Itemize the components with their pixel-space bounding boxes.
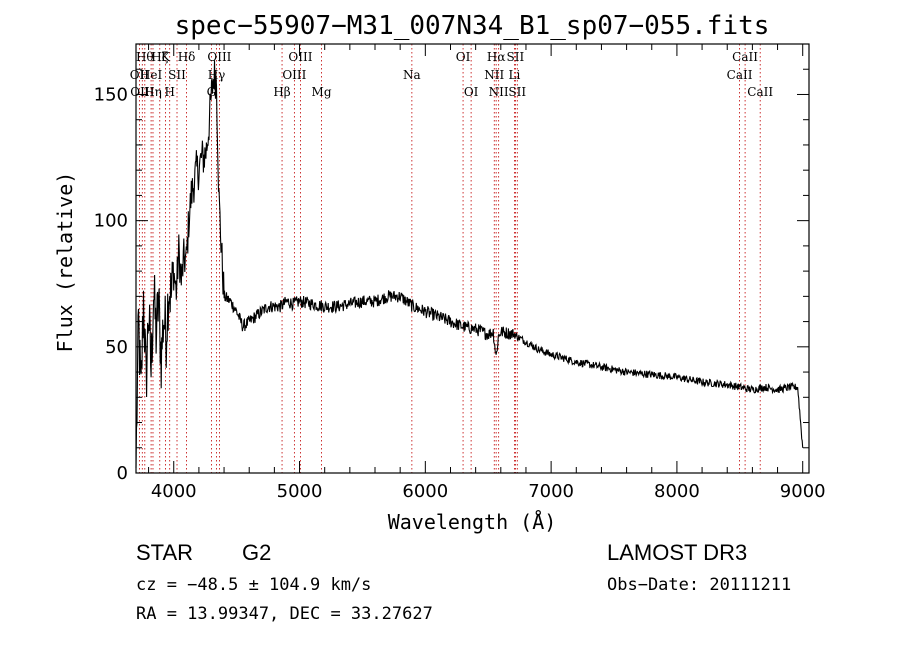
spectral-line-label: OIII: [207, 50, 231, 64]
spectral-line-label: Hδ: [178, 50, 196, 64]
spectral-line-label: NII: [489, 85, 509, 99]
observation-date: Obs−Date: 20111211: [607, 575, 791, 595]
spectral-line-label: SII: [507, 50, 525, 64]
spectral-line-label: OI: [464, 85, 479, 99]
y-tick-label: 0: [117, 463, 128, 484]
y-tick-label: 50: [105, 337, 128, 358]
spectral-line-labels: OIIOIIIHθHeIHηHζKHSIIHδGHγOIIIHβOIIIOIII…: [130, 50, 774, 99]
y-axis-label: Flux (relative): [53, 172, 77, 353]
spectral-line-label: Li: [508, 68, 520, 82]
spectral-line-label: Mg: [312, 85, 332, 99]
spectral-line-label: Hζ: [151, 50, 168, 64]
spectral-line-label: Na: [403, 68, 421, 82]
spectral-line-label: CaII: [727, 68, 753, 82]
y-tick-label: 100: [94, 211, 128, 232]
x-tick-label: 6000: [402, 481, 448, 502]
y-tick-label: 150: [94, 84, 128, 105]
survey-name: LAMOST DR3: [607, 540, 747, 565]
redshift-cz: cz = −48.5 ± 104.9 km/s: [136, 575, 371, 595]
plot-frame: [135, 43, 810, 474]
x-axis-ticks: 4000 5000 6000 7000 8000 9000: [148, 44, 826, 502]
x-tick-label: 4000: [151, 481, 197, 502]
x-tick-label: 7000: [528, 481, 574, 502]
object-subclass: G2: [242, 540, 271, 565]
spectrum-series-line: [135, 60, 804, 469]
object-class: STAR: [136, 540, 193, 565]
coordinates-radec: RA = 13.99347, DEC = 33.27627: [136, 604, 433, 624]
spectral-line-label: OII: [130, 68, 150, 82]
y-axis-ticks: 0 50 100 150: [94, 68, 809, 484]
spectral-line-label: OIII: [288, 50, 312, 64]
spectral-line-label: H: [164, 85, 174, 99]
x-axis-label: Wavelength (Å): [388, 510, 557, 534]
spectral-line-label: Hθ: [136, 50, 154, 64]
spectral-line-label: OIII: [282, 68, 306, 82]
chart-title: spec−55907−M31_007N34_B1_sp07−055.fits: [175, 11, 770, 41]
x-tick-label: 8000: [654, 481, 700, 502]
x-tick-label: 5000: [277, 481, 323, 502]
spectral-line-label: Hα: [487, 50, 506, 64]
x-tick-label: 9000: [780, 481, 826, 502]
spectral-line-label: NII: [484, 68, 504, 82]
spectral-line-label: HeI: [140, 68, 163, 82]
spectral-line-label: K: [161, 50, 171, 64]
spectral-line-label: SII: [168, 68, 186, 82]
spectral-line-markers: [138, 44, 761, 473]
spectral-line-label: SII: [508, 85, 526, 99]
spectral-line-label: CaII: [732, 50, 758, 64]
spectral-line-label: Hη: [144, 85, 162, 99]
spectral-line-label: OI: [456, 50, 471, 64]
spectral-line-label: CaII: [747, 85, 773, 99]
spectral-line-label: Hβ: [273, 85, 290, 99]
